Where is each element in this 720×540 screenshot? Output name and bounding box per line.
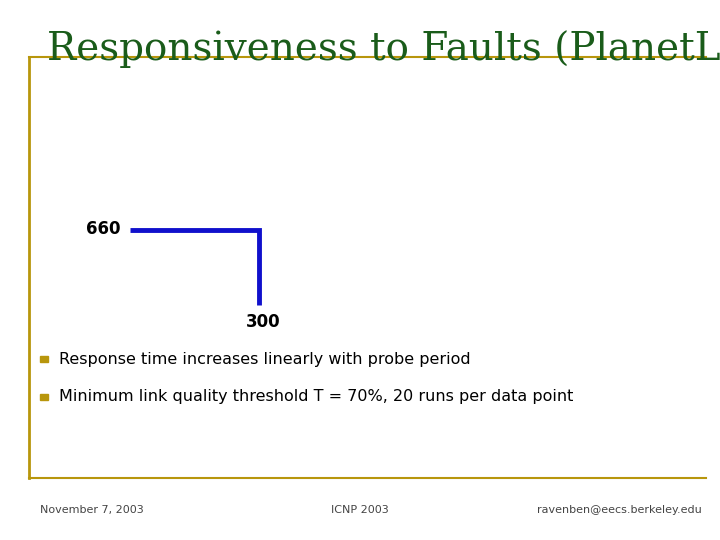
Text: 300: 300 [246, 313, 280, 331]
Text: Minimum link quality threshold T = 70%, 20 runs per data point: Minimum link quality threshold T = 70%, … [59, 389, 573, 404]
Text: 660: 660 [86, 220, 121, 239]
Text: Response time increases linearly with probe period: Response time increases linearly with pr… [59, 352, 471, 367]
Bar [40, 356, 48, 362]
Bar [40, 394, 48, 400]
Text: November 7, 2003: November 7, 2003 [40, 505, 143, 515]
Text: ICNP 2003: ICNP 2003 [331, 505, 389, 515]
Text: Responsiveness to Faults (PlanetLab): Responsiveness to Faults (PlanetLab) [47, 30, 720, 68]
Text: ravenben@eecs.berkeley.edu: ravenben@eecs.berkeley.edu [537, 505, 702, 515]
